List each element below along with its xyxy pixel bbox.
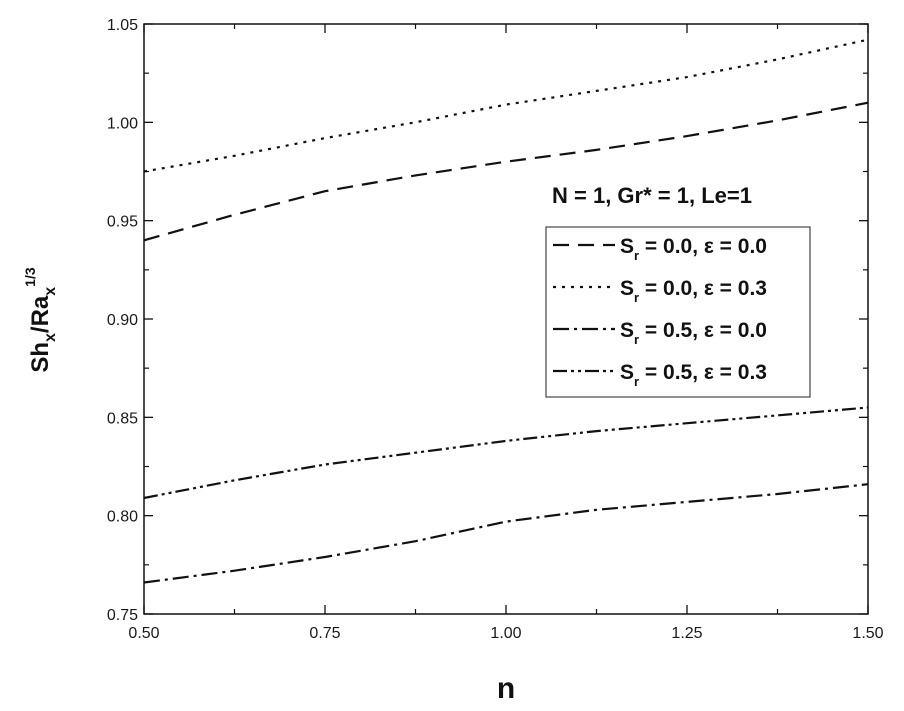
x-tick-label: 0.50 <box>128 625 159 642</box>
chart-annotation: N = 1, Gr* = 1, Le=1 <box>552 183 752 208</box>
legend-label-3: Sr = 0.5, ε = 0.0 <box>620 319 767 347</box>
x-tick-label: 1.00 <box>490 625 521 642</box>
legend-label-1: Sr = 0.0, ε = 0.0 <box>620 235 767 263</box>
y-tick-label: 0.95 <box>107 214 138 231</box>
y-tick-label: 0.90 <box>107 312 138 329</box>
y-tick-label: 0.80 <box>107 509 138 526</box>
y-axis-title: Shx/Rax1/3 <box>22 267 59 373</box>
x-axis-ticks: 0.50 0.75 1.00 1.25 1.50 <box>128 24 884 642</box>
x-axis-title: n <box>497 672 515 705</box>
series-line-2 <box>143 38 869 173</box>
x-tick-label: 1.50 <box>852 625 883 642</box>
series-line-1 <box>143 101 869 242</box>
legend-label-2: Sr = 0.0, ε = 0.3 <box>620 277 767 305</box>
y-tick-label: 1.05 <box>107 17 138 34</box>
series-lines <box>143 38 869 584</box>
y-tick-label: 0.75 <box>107 607 138 624</box>
series-line-3 <box>143 483 869 584</box>
legend: Sr = 0.0, ε = 0.0 Sr = 0.0, ε = 0.3 Sr = 0… <box>545 226 811 398</box>
y-axis-ticks: 0.75 0.80 0.85 0.90 0.95 1.00 1.05 <box>107 17 868 624</box>
y-tick-label: 1.00 <box>107 115 138 132</box>
legend-label-4: Sr = 0.5, ε = 0.3 <box>620 361 767 389</box>
series-line-4 <box>143 406 869 500</box>
x-tick-label: 0.75 <box>309 625 340 642</box>
legend-box <box>545 226 811 398</box>
x-tick-label: 1.25 <box>671 625 702 642</box>
y-tick-label: 0.85 <box>107 410 138 427</box>
legend-items: Sr = 0.0, ε = 0.0 Sr = 0.0, ε = 0.3 Sr = 0… <box>553 235 767 389</box>
